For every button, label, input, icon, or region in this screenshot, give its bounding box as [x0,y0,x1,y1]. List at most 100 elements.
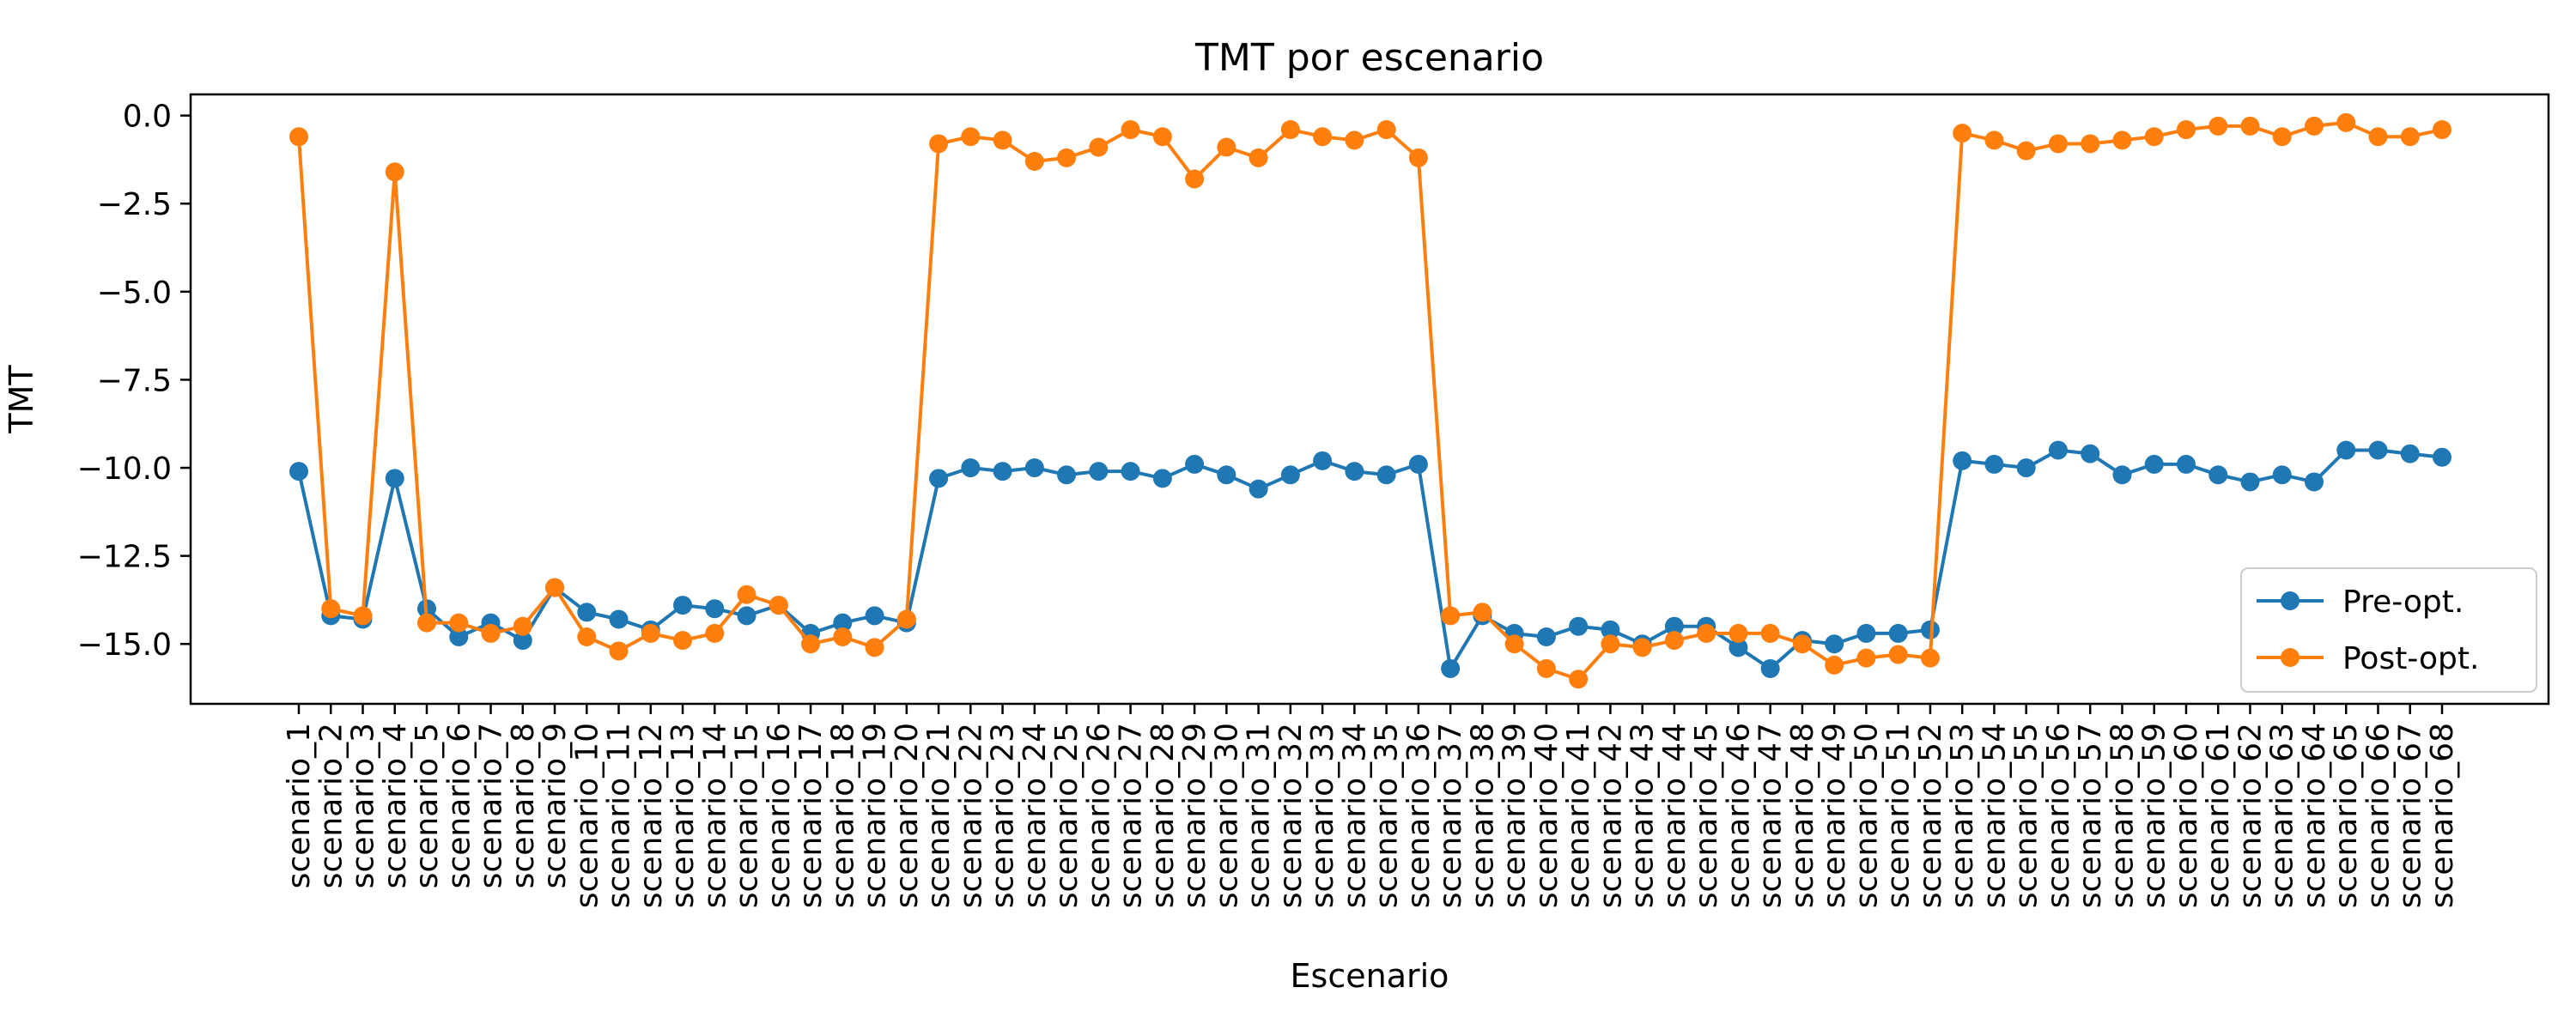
x-tick-label: scenario_32 [1273,723,1309,908]
y-tick-label: −15.0 [77,627,172,663]
data-point [2400,444,2420,464]
data-point [1473,603,1492,622]
data-point [1504,634,1524,654]
data-point [609,641,629,661]
x-tick-label: scenario_27 [1114,723,1149,908]
data-point [2176,120,2196,140]
data-point [1888,645,1908,664]
data-point [577,603,597,622]
data-point [1408,454,1428,474]
x-tick-label: scenario_66 [2360,723,2396,908]
x-tick-label: scenario_61 [2201,723,2236,908]
data-point [641,623,660,643]
data-point [353,606,373,626]
data-point [513,631,532,651]
x-tick-label: scenario_33 [1305,723,1340,908]
y-tick-label: −7.5 [97,363,172,398]
data-point [2368,440,2388,460]
data-point [2336,440,2356,460]
legend-label: Pre-opt. [2342,585,2464,620]
data-point [1345,462,1364,482]
legend-marker [2281,591,2300,610]
y-tick-label: −2.5 [97,187,172,222]
x-tick-label: scenario_37 [1433,723,1468,908]
x-tick-label: scenario_31 [1242,723,1277,908]
data-point [1569,670,1589,689]
x-tick-label: scenario_63 [2265,723,2300,908]
x-tick-label: scenario_11 [602,723,637,908]
x-tick-label: scenario_10 [569,723,605,908]
x-tick-label: scenario_6 [441,723,477,888]
data-point [1249,479,1268,499]
data-point [705,623,725,643]
x-tick-label: scenario_43 [1625,723,1661,908]
data-point [2304,472,2324,492]
x-tick-label: scenario_30 [1209,723,1244,908]
data-point [1057,148,1077,167]
data-point [1280,120,1300,140]
data-point [1664,616,1684,636]
data-point [1825,655,1844,675]
x-tick-label: scenario_29 [1177,723,1212,908]
data-point [2304,116,2324,136]
x-axis: scenario_1scenario_2scenario_3scenario_4… [282,704,2460,908]
data-point [673,596,693,615]
data-point [1569,616,1589,636]
data-point [385,469,404,488]
data-point [2144,454,2164,474]
data-point [1152,127,1172,147]
data-point [1185,169,1205,189]
x-tick-label: scenario_23 [986,723,1021,908]
x-tick-label: scenario_12 [634,723,669,908]
data-point [2433,447,2451,467]
x-tick-label: scenario_49 [1817,723,1852,908]
data-point [833,613,853,633]
y-tick-label: −10.0 [77,451,172,487]
data-point [2400,127,2420,147]
x-tick-label: scenario_9 [538,723,573,888]
x-tick-label: scenario_50 [1849,723,1884,908]
data-point [1697,623,1716,643]
data-point [449,613,469,633]
chart-title: TMT por escenario [1194,36,1544,80]
series-1 [289,440,2451,678]
x-tick-label: scenario_15 [730,723,765,908]
x-tick-label: scenario_38 [1465,723,1500,908]
data-point [1856,623,1876,643]
y-axis: 0.0 −2.5 −5.0 −7.5 −10.0 −12.5 −15.0 [77,100,191,663]
x-tick-label: scenario_18 [825,723,860,908]
x-tick-label: scenario_40 [1529,723,1564,908]
data-point [1601,634,1620,654]
data-point [961,127,981,147]
data-point [961,458,981,478]
data-point [1888,623,1908,643]
plot-marks [289,112,2451,689]
data-point [1984,130,2004,150]
data-point [321,599,341,619]
y-tick-label: −5.0 [97,276,172,311]
x-tick-label: scenario_54 [1977,723,2012,908]
x-tick-label: scenario_19 [858,723,893,908]
data-point [2272,465,2292,485]
data-point [2433,120,2451,140]
x-tick-label: scenario_25 [1049,723,1084,908]
x-tick-label: scenario_14 [697,723,732,908]
x-tick-label: scenario_65 [2329,723,2364,908]
x-tick-label: scenario_57 [2073,723,2108,908]
x-tick-label: scenario_55 [2009,723,2044,908]
data-point [2112,130,2132,150]
x-tick-label: scenario_17 [793,723,829,908]
data-point [1728,623,1748,643]
x-tick-label: scenario_52 [1913,723,1948,908]
data-point [2240,116,2260,136]
x-tick-label: scenario_51 [1881,723,1917,908]
data-point [289,127,308,147]
x-tick-label: scenario_47 [1753,723,1789,908]
data-point [1249,148,1268,167]
data-point [577,627,597,647]
x-tick-label: scenario_22 [953,723,988,908]
plot-frame [189,93,2550,706]
data-point [673,631,693,651]
data-point [2081,134,2100,154]
